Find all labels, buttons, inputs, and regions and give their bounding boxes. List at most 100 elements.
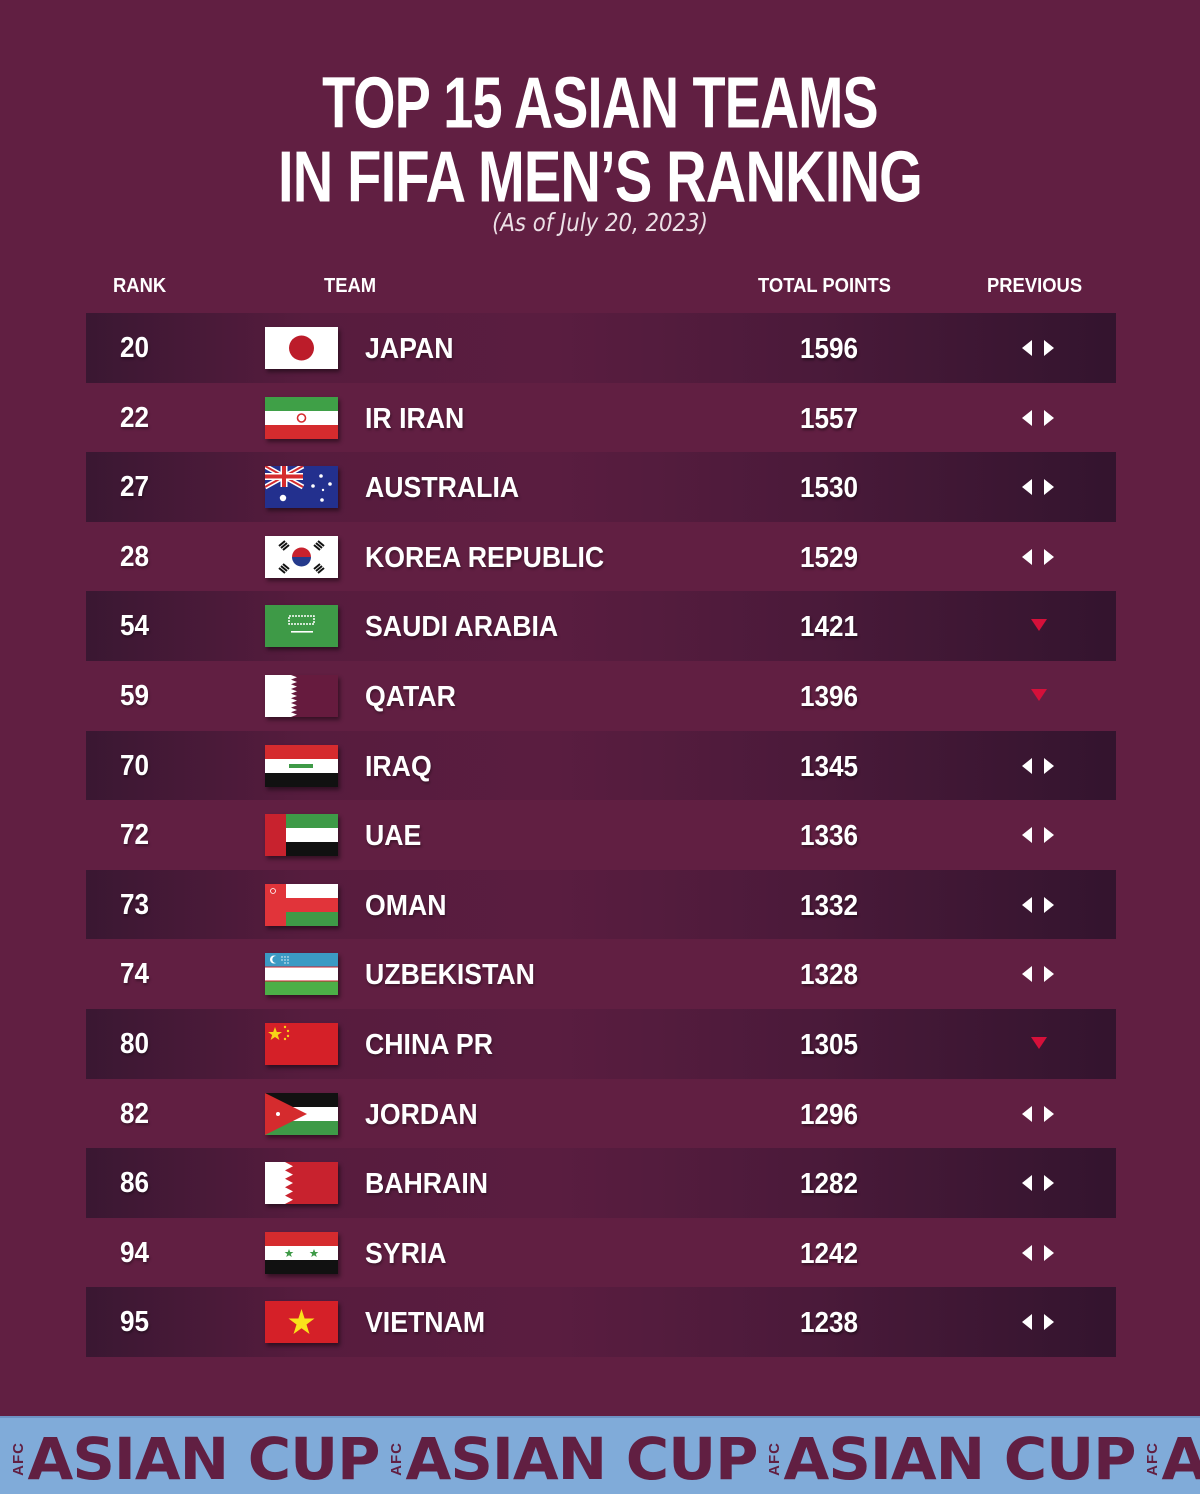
no-change-icon [1020,407,1060,429]
rank-value: 22 [120,401,150,434]
column-header-previous: PREVIOUS [987,275,1083,297]
no-change-icon [1020,1103,1060,1125]
rank-value: 73 [120,888,150,921]
australia-flag-icon [265,466,338,509]
no-change-icon [1020,1242,1060,1264]
rank-value: 54 [120,610,150,643]
afc-asian-cup-logo: AFC ASIAN CUP [1144,1426,1200,1492]
table-row: 80 CHINA PR 1305 [86,1008,1116,1079]
iran-flag-icon [265,396,338,439]
japan-flag-icon [265,327,338,369]
rank-value: 82 [120,1097,150,1130]
table-row: 94 SYRIA 1242 [86,1218,1116,1288]
rank-value: 70 [120,749,150,782]
ranking-table: 20 JAPAN 1596 22 IR IRAN 1557 27 [86,313,1116,1357]
table-row: 59 QATAR 1396 [86,661,1116,731]
column-header-rank: RANK [113,275,167,297]
team-name: OMAN [365,889,447,922]
down-arrow-icon [1020,615,1060,637]
table-row: 74 UZBEKISTAN 1328 [86,939,1116,1009]
asian-cup-label: ASIAN CUP [783,1425,1137,1493]
table-header: RANK TEAM TOTAL POINTS PREVIOUS [86,272,1116,302]
points-value: 1282 [800,1168,859,1201]
rank-value: 27 [120,471,150,504]
team-name: SAUDI ARABIA [365,611,559,644]
team-name: BAHRAIN [365,1168,489,1201]
points-value: 1336 [800,820,859,853]
table-row: 54 SAUDI ARABIA 1421 [86,591,1116,661]
points-value: 1396 [800,680,859,713]
rank-value: 72 [120,819,150,852]
points-value: 1305 [800,1028,859,1061]
page-title-line-2: IN FIFA MEN’S RANKING [278,135,923,217]
team-name: SYRIA [365,1237,447,1270]
team-name: CHINA PR [365,1028,493,1061]
team-name: AUSTRALIA [365,472,520,505]
no-change-icon [1020,824,1060,846]
rank-value: 74 [120,958,150,991]
syria-flag-icon [265,1231,338,1274]
qatar-flag-icon [265,674,338,717]
asian-cup-label: ASIAN CUP [1162,1426,1200,1492]
afc-asian-cup-logo: AFC ASIAN CUP [766,1426,1137,1492]
jordan-flag-icon [265,1092,338,1135]
china-flag-icon [265,1022,338,1065]
table-row: 70 IRAQ 1345 [86,730,1116,801]
table-row: 20 JAPAN 1596 [86,313,1116,383]
table-row: 86 BAHRAIN 1282 [86,1148,1116,1218]
table-row: 72 UAE 1336 [86,800,1116,870]
asian-cup-label: ASIAN CUP [27,1425,381,1493]
rank-value: 28 [120,540,150,573]
no-change-icon [1020,546,1060,568]
no-change-icon [1020,476,1060,498]
afc-label: AFC [766,1442,784,1476]
points-value: 1296 [800,1098,859,1131]
saudi-arabia-flag-icon [265,605,338,648]
afc-asian-cup-banner: AFC ASIAN CUP AFC ASIAN CUP AFC ASIAN CU… [0,1416,1200,1494]
table-row: 22 IR IRAN 1557 [86,383,1116,453]
team-name: JORDAN [365,1098,478,1131]
down-arrow-icon [1020,1033,1060,1055]
afc-asian-cup-logo: AFC ASIAN CUP [388,1426,759,1492]
rank-value: 95 [120,1306,150,1339]
asian-cup-label: ASIAN CUP [405,1425,759,1493]
iraq-flag-icon [265,744,338,787]
no-change-icon [1020,755,1060,777]
down-arrow-icon [1020,685,1060,707]
no-change-icon [1020,963,1060,985]
no-change-icon [1020,1311,1060,1333]
afc-asian-cup-logo: AFC ASIAN CUP [10,1426,381,1492]
team-name: KOREA REPUBLIC [365,541,605,574]
afc-label: AFC [10,1442,27,1476]
table-row: 28 KOREA REPUBLIC 1529 [86,522,1116,592]
points-value: 1529 [800,541,859,574]
page-title-line-1: TOP 15 ASIAN TEAMS [322,61,878,143]
no-change-icon [1020,1172,1060,1194]
date-subtitle: (As of July 20, 2023) [492,208,708,237]
afc-label: AFC [1144,1442,1162,1476]
rank-value: 20 [120,332,150,364]
team-name: IRAQ [365,750,432,783]
rank-value: 59 [120,679,150,712]
table-row: 82 JORDAN 1296 [86,1079,1116,1149]
points-value: 1596 [800,333,859,365]
team-name: JAPAN [365,333,454,365]
vietnam-flag-icon [265,1301,338,1344]
points-value: 1345 [800,750,859,783]
korea-flag-icon [265,535,338,578]
points-value: 1242 [800,1237,859,1270]
rank-value: 80 [120,1027,150,1060]
oman-flag-icon [265,883,338,926]
team-name: UZBEKISTAN [365,959,535,992]
table-row: 27 AUSTRALIA 1530 [86,452,1116,522]
points-value: 1421 [800,611,859,644]
column-header-points: TOTAL POINTS [758,275,891,297]
no-change-icon [1020,894,1060,916]
points-value: 1328 [800,959,859,992]
rank-value: 86 [120,1167,150,1200]
column-header-team: TEAM [324,275,377,297]
uae-flag-icon [265,814,338,857]
points-value: 1332 [800,889,859,922]
table-row: 95 VIETNAM 1238 [86,1287,1116,1357]
uzbekistan-flag-icon [265,953,338,996]
